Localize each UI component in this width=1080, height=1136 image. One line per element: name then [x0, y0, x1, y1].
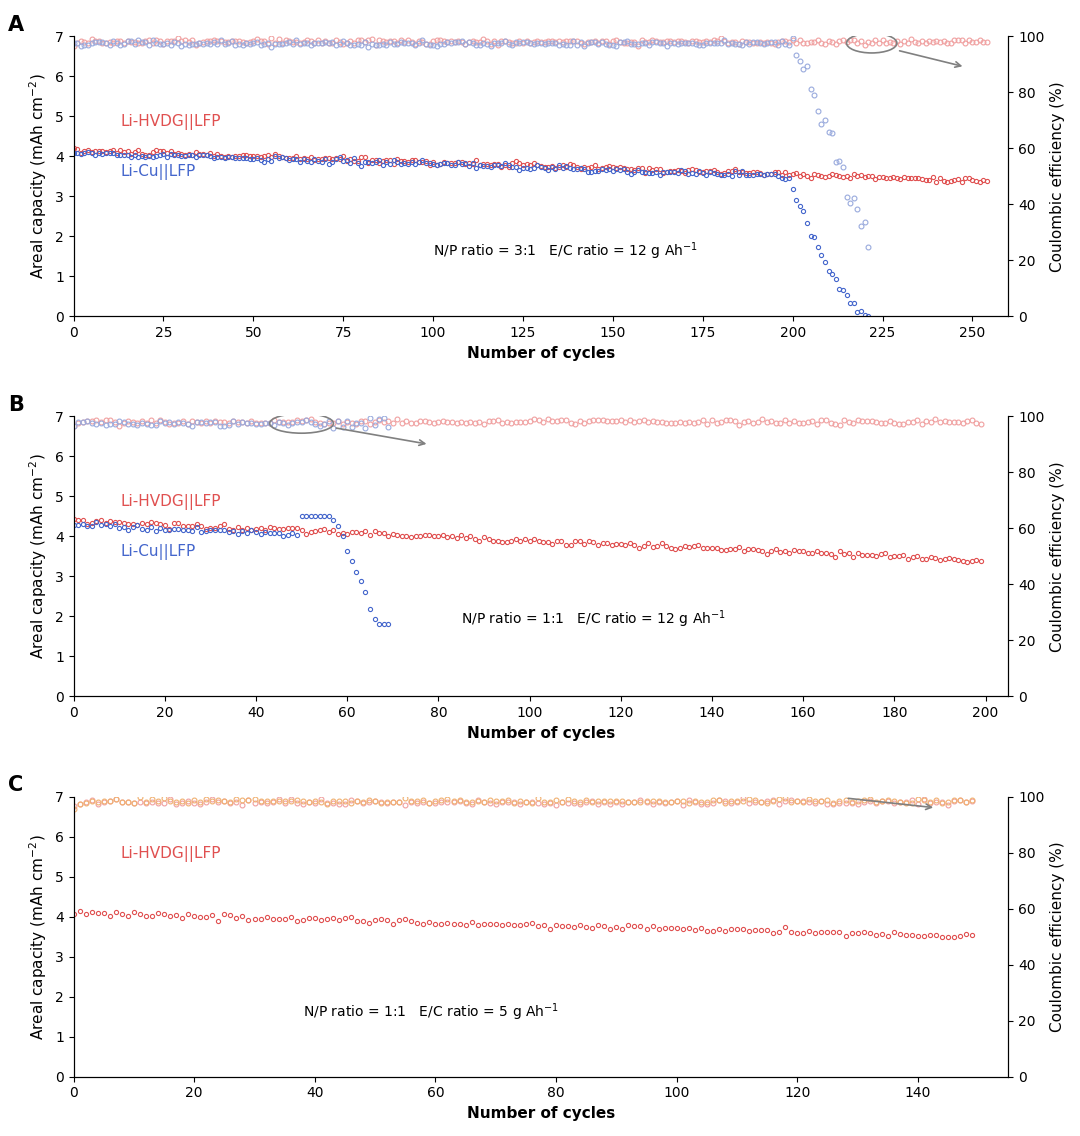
Y-axis label: Coulombic efficiency (%): Coulombic efficiency (%) [1050, 461, 1065, 652]
Text: Li-Cu||LFP: Li-Cu||LFP [120, 544, 195, 560]
Y-axis label: Areal capacity (mAh cm$^{-2}$): Areal capacity (mAh cm$^{-2}$) [28, 74, 50, 279]
Text: A: A [9, 15, 24, 34]
X-axis label: Number of cycles: Number of cycles [467, 345, 616, 360]
Text: B: B [9, 395, 24, 415]
Text: N/P ratio = 1:1   E/C ratio = 5 g Ah$^{-1}$: N/P ratio = 1:1 E/C ratio = 5 g Ah$^{-1}… [302, 1001, 558, 1022]
X-axis label: Number of cycles: Number of cycles [467, 726, 616, 741]
Y-axis label: Coulombic efficiency (%): Coulombic efficiency (%) [1050, 81, 1065, 272]
X-axis label: Number of cycles: Number of cycles [467, 1106, 616, 1121]
Y-axis label: Areal capacity (mAh cm$^{-2}$): Areal capacity (mAh cm$^{-2}$) [28, 453, 50, 659]
Y-axis label: Coulombic efficiency (%): Coulombic efficiency (%) [1050, 842, 1065, 1031]
Text: N/P ratio = 3:1   E/C ratio = 12 g Ah$^{-1}$: N/P ratio = 3:1 E/C ratio = 12 g Ah$^{-1… [433, 241, 698, 262]
Y-axis label: Areal capacity (mAh cm$^{-2}$): Areal capacity (mAh cm$^{-2}$) [28, 834, 50, 1039]
Text: C: C [9, 775, 24, 795]
Text: Li-HVDG||LFP: Li-HVDG||LFP [120, 114, 220, 130]
Text: Li-HVDG||LFP: Li-HVDG||LFP [120, 494, 220, 510]
Text: Li-Cu||LFP: Li-Cu||LFP [120, 165, 195, 181]
Text: Li-HVDG||LFP: Li-HVDG||LFP [120, 846, 220, 862]
Text: N/P ratio = 1:1   E/C ratio = 12 g Ah$^{-1}$: N/P ratio = 1:1 E/C ratio = 12 g Ah$^{-1… [461, 609, 726, 630]
